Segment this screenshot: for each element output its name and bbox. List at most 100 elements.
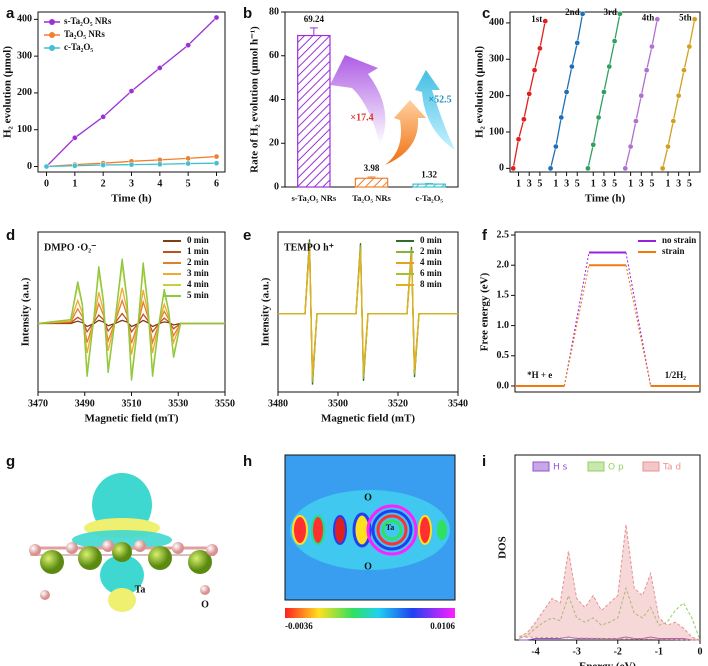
y-axis-title: Free energy (eV) [479,272,491,351]
legend-label: c-Ta₂O₅ [64,42,93,52]
panel-letter: c [482,5,490,22]
area [517,524,701,641]
panel-letter: e [243,227,251,244]
legend-label: 3 min [187,268,209,278]
x-tick-label: 1 [591,178,596,189]
x-tick-label: 5 [537,178,542,189]
point [553,143,559,150]
legend-label: 2 min [187,257,209,267]
point [100,162,107,168]
y-tick-label: 300 [489,54,504,65]
y-tick-label: 200 [17,87,32,98]
y-tick-label: 40 [269,94,279,105]
x-tick-label: -1 [655,646,663,657]
connector [625,265,652,387]
point [633,118,639,124]
x-tick-label: 2 [101,178,106,189]
x-tick-label: 3510 [122,398,142,409]
annotation: DMPO ·O₂⁻ [44,242,96,253]
state-label: 1/2H₂ [665,370,687,380]
point [156,161,163,168]
point [185,160,192,167]
annotation: ×17.4 [350,112,373,123]
point [71,134,78,141]
point [213,153,220,160]
x-tick-label: Ta₂O₅ NRs [352,193,391,203]
value-label: 1.32 [421,170,437,180]
point [526,90,533,97]
line [519,636,700,641]
legend-label: 0 min [187,235,209,245]
point [622,165,629,172]
y-tick-label: 400 [489,17,504,28]
legend-marker [49,32,55,38]
x-tick-label: 3520 [388,398,408,409]
legend-swatch [532,461,550,472]
y-tick-label: 2.5 [497,229,510,240]
x-tick-label: 0 [698,646,703,657]
colorbar-max: 0.0106 [430,621,455,631]
y-axis-title: Intensity (a.u.) [20,277,32,346]
y-tick-label: 2.0 [497,260,510,271]
point [659,165,666,172]
point [590,141,597,148]
point [128,88,135,94]
point [606,63,613,70]
series-label: 1st [531,14,542,24]
x-tick-label: 3 [564,178,569,189]
state-label: *H + e [527,370,552,380]
x-tick-label: 1 [628,178,633,189]
point [670,118,677,124]
point [585,165,591,172]
x-tick-label: 1 [72,178,77,189]
point [547,165,554,172]
point [654,16,661,23]
x-tick-label: 3 [527,178,532,189]
y-tick-label: 0 [499,163,504,174]
point [128,161,135,168]
arrows [330,55,455,165]
x-tick-label: -2 [614,646,622,657]
annotation: ×52.5 [428,94,451,105]
connector [563,252,590,387]
x-tick-label: s-Ta₂O₅ NRs [291,193,336,203]
x-tick-label: 3550 [215,398,235,409]
bar [297,34,331,188]
point [627,143,634,150]
point [595,114,602,121]
y-axis-title: H₂ evolution (μmol) [474,46,486,138]
y-axis-title: Intensity (a.u.) [260,277,272,346]
atom-label: Ta [135,584,146,595]
plot-frame [509,11,701,173]
line [37,258,225,381]
x-axis-title: Magnetic field (mT) [321,413,415,425]
point [558,114,565,121]
point [686,43,693,50]
point [521,116,527,123]
point [531,67,538,74]
point [563,89,570,95]
y-tick-label: 200 [489,90,504,101]
legend-label: s-Ta₂O₅ NRs [64,16,112,26]
bar [354,177,389,188]
point [185,155,192,162]
x-axis-title: Magnetic field (mT) [84,413,178,425]
legend-label: 5 min [187,290,209,300]
x-tick-label: 3 [676,178,681,189]
y-axis-title: DOS [497,536,509,559]
x-tick-label: 3530 [168,398,188,409]
plot-frame [514,231,701,393]
point [675,92,682,99]
point [542,18,549,24]
point [638,92,645,99]
panel-letter: f [482,227,488,244]
y-tick-label: 100 [489,126,504,137]
line [278,249,458,376]
x-tick-label: 3540 [448,398,468,409]
legend-label: no strain [662,235,696,245]
x-tick-label: 1 [516,178,521,189]
series-label: 3rd [603,7,617,17]
connector [563,265,590,387]
x-tick-label: 3480 [268,398,288,409]
point [43,163,50,170]
